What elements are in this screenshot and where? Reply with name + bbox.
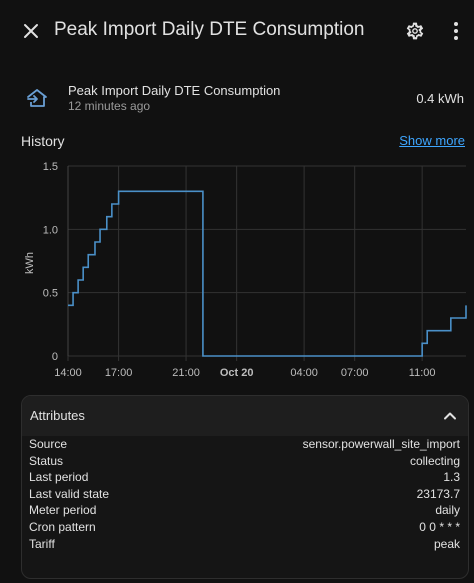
close-icon — [24, 24, 38, 38]
settings-button[interactable] — [402, 18, 428, 44]
attribute-value: peak — [433, 537, 460, 551]
x-tick-label: 17:00 — [105, 367, 133, 379]
attributes-header[interactable]: Attributes — [22, 396, 468, 436]
y-tick-label: 0 — [52, 351, 58, 363]
entity-name: Peak Import Daily DTE Consumption — [68, 83, 281, 98]
attribute-key: Tariff — [29, 537, 55, 551]
attribute-key: Meter period — [29, 503, 97, 517]
attribute-value: 0 0 * * * — [419, 520, 460, 534]
y-tick-label: 0.5 — [43, 288, 58, 300]
attribute-row-status: Status collecting — [29, 454, 460, 471]
attribute-value: 1.3 — [443, 470, 460, 484]
attributes-title: Attributes — [30, 408, 85, 423]
y-tick-label: 1.5 — [43, 161, 58, 173]
home-import-outline-icon — [27, 89, 47, 107]
dialog-header: Peak Import Daily DTE Consumption — [0, 0, 474, 64]
attribute-key: Cron pattern — [29, 520, 96, 534]
x-tick-label: 14:00 — [54, 367, 82, 379]
attribute-value: daily — [435, 503, 460, 517]
attribute-key: Last valid state — [29, 487, 110, 501]
series-line — [68, 190, 467, 357]
attribute-key: Source — [29, 437, 68, 451]
chevron-up-icon — [444, 412, 456, 420]
attribute-value: 23173.7 — [416, 487, 460, 501]
x-tick-label: 04:00 — [290, 367, 318, 379]
entity-state: 0.4 kWh — [416, 91, 464, 106]
y-tick-label: 1.0 — [43, 224, 58, 236]
attribute-value: sensor.powerwall_site_import — [302, 437, 460, 451]
history-title: History — [21, 133, 65, 149]
x-tick-label: 11:00 — [409, 367, 436, 379]
y-axis-label: kWh — [24, 252, 36, 274]
x-tick-label: Oct 20 — [220, 367, 254, 379]
attribute-row-last-valid-state: Last valid state 23173.7 — [29, 487, 460, 504]
attribute-value: collecting — [409, 454, 460, 468]
show-more-link[interactable]: Show more — [399, 133, 465, 148]
attribute-row-meter-period: Meter period daily — [29, 503, 460, 520]
more-vertical-icon — [454, 22, 458, 40]
x-tick-label: 21:00 — [172, 367, 200, 379]
attribute-row-last-period: Last period 1.3 — [29, 470, 460, 487]
x-tick-label: 07:00 — [341, 367, 369, 379]
history-chart[interactable]: 0 0.5 1.0 1.5 14:00 17:00 21:00 Oct 20 04:00 07:0… — [0, 155, 474, 385]
more-options-button[interactable] — [446, 18, 466, 44]
attribute-row-source: Source sensor.powerwall_site_import — [29, 437, 460, 454]
entity-last-changed: 12 minutes ago — [68, 99, 151, 113]
dialog-title: Peak Import Daily DTE Consumption — [54, 19, 365, 40]
attributes-panel: Attributes Source sensor.powerwall_site_… — [21, 395, 469, 579]
close-button[interactable] — [18, 18, 44, 44]
attribute-row-cron-pattern: Cron pattern 0 0 * * * — [29, 520, 460, 537]
attribute-row-tariff: Tariff peak — [29, 537, 460, 554]
attribute-key: Status — [29, 454, 64, 468]
gear-icon — [406, 22, 424, 40]
attribute-key: Last period — [29, 470, 89, 484]
